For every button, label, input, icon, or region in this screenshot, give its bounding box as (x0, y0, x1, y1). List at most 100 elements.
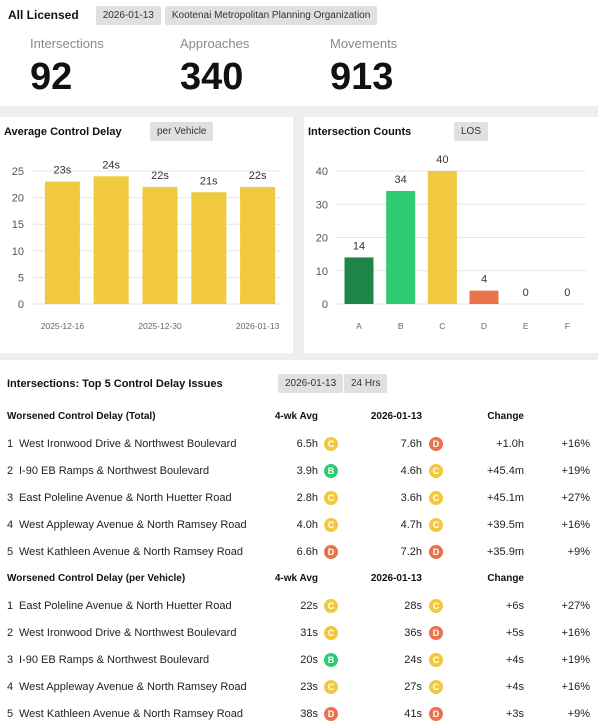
intersection-name[interactable]: I-90 EB Ramps & Northwest Boulevard (19, 465, 210, 477)
los-badge: C (429, 680, 443, 694)
table-range-chip[interactable]: 24 Hrs (344, 374, 388, 393)
avg-value: 2.8h (296, 492, 318, 504)
row-rank: 4 (7, 519, 14, 531)
los-badge: C (429, 464, 443, 478)
current-value: 7.6h (400, 438, 422, 450)
change-value: +45.4m (487, 465, 524, 477)
row-rank: 3 (7, 654, 14, 666)
current-value: 41s (404, 708, 422, 720)
y-tick-label: 0 (322, 299, 328, 311)
change-percent: +16% (561, 627, 590, 639)
avg-value: 20s (300, 654, 318, 666)
intersection-name[interactable]: East Poleline Avenue & North Huetter Roa… (19, 492, 232, 504)
intersection-name[interactable]: West Appleway Avenue & North Ramsey Road (19, 519, 247, 531)
stat-movements: Movements 913 (330, 36, 397, 97)
x-tick-label: 2025-12-16 (41, 321, 85, 331)
date-chip[interactable]: 2026-01-13 (95, 5, 161, 25)
counts-chart-title: Intersection Counts (308, 126, 412, 138)
los-badge: D (324, 707, 338, 721)
x-tick-label: 2025-12-30 (138, 321, 182, 331)
x-tick-label: 2026-01-13 (236, 321, 280, 331)
current-value: 36s (404, 627, 422, 639)
stat-value: 340 (180, 56, 244, 98)
y-tick-label: 0 (18, 299, 24, 311)
los-badge: C (429, 518, 443, 532)
stat-label: Movements (330, 36, 398, 51)
los-badge: C (324, 518, 338, 532)
intersection-name[interactable]: West Kathleen Avenue & North Ramsey Road (19, 708, 243, 720)
table-row[interactable]: 4 West Appleway Avenue & North Ramsey Roa… (0, 674, 598, 701)
y-tick-label: 10 (316, 266, 328, 278)
change-percent: +16% (561, 438, 590, 450)
change-percent: +9% (567, 708, 590, 720)
table-row[interactable]: 5 West Kathleen Avenue & North Ramsey Roa… (0, 539, 598, 566)
section-header: Worsened Control Delay (per Vehicle) 4-wk… (0, 566, 598, 593)
section-title: Worsened Control Delay (Total) (7, 411, 156, 422)
stat-value: 92 (30, 56, 73, 98)
current-value: 4.6h (400, 465, 422, 477)
x-tick-label: E (523, 321, 529, 331)
data-label: 0 (564, 287, 570, 299)
data-label: 24s (102, 159, 120, 171)
x-tick-label: D (481, 321, 487, 331)
col-date-header: 2026-01-13 (370, 411, 422, 422)
intersection-name[interactable]: West Ironwood Drive & Northwest Boulevar… (19, 627, 237, 639)
data-label: 23s (54, 165, 72, 177)
change-percent: +16% (561, 681, 590, 693)
table-row[interactable]: 3 East Poleline Avenue & North Huetter Ro… (0, 485, 598, 512)
stat-label: Intersections (30, 36, 104, 51)
los-badge: D (429, 707, 443, 721)
los-badge: C (324, 626, 338, 640)
stat-intersections: Intersections 92 (30, 36, 104, 97)
los-badge: C (429, 599, 443, 613)
y-tick-label: 20 (316, 233, 328, 245)
table-row[interactable]: 3 I-90 EB Ramps & Northwest Boulevard 20s B… (0, 647, 598, 674)
y-tick-label: 40 (316, 166, 328, 178)
change-percent: +27% (561, 492, 590, 504)
los-chip[interactable]: LOS (454, 122, 489, 141)
intersection-name[interactable]: West Kathleen Avenue & North Ramsey Road (19, 546, 243, 558)
table-row[interactable]: 2 West Ironwood Drive & Northwest Bouleva… (0, 620, 598, 647)
section-header: Worsened Control Delay (Total) 4-wk Avg 20… (0, 404, 598, 431)
los-badge: C (324, 437, 338, 451)
col-change-header: Change (487, 411, 524, 422)
top5-issues-panel: Intersections: Top 5 Control Delay Issue… (0, 360, 598, 728)
col-change-header: Change (487, 573, 524, 584)
x-tick-label: F (565, 321, 570, 331)
intersection-name[interactable]: East Poleline Avenue & North Huetter Roa… (19, 600, 232, 612)
data-label: 22s (249, 170, 267, 182)
current-value: 28s (404, 600, 422, 612)
change-percent: +16% (561, 519, 590, 531)
table-row[interactable]: 5 West Kathleen Avenue & North Ramsey Roa… (0, 701, 598, 728)
stat-approaches: Approaches 340 (180, 36, 249, 97)
section-title: Worsened Control Delay (per Vehicle) (7, 573, 186, 584)
page-title: All Licensed (8, 8, 79, 22)
intersection-name[interactable]: West Ironwood Drive & Northwest Boulevar… (19, 438, 237, 450)
row-rank: 3 (7, 492, 14, 504)
row-rank: 5 (7, 708, 14, 720)
y-tick-label: 10 (12, 246, 24, 258)
avg-value: 4.0h (296, 519, 318, 531)
los-badge: B (324, 653, 338, 667)
table-row[interactable]: 1 West Ironwood Drive & Northwest Bouleva… (0, 431, 598, 458)
per-vehicle-chip[interactable]: per Vehicle (150, 122, 214, 141)
current-value: 24s (404, 654, 422, 666)
x-tick-label: C (439, 321, 445, 331)
current-value: 27s (404, 681, 422, 693)
change-percent: +19% (561, 465, 590, 477)
table-row[interactable]: 2 I-90 EB Ramps & Northwest Boulevard 3.9h… (0, 458, 598, 485)
y-tick-label: 25 (12, 166, 24, 178)
y-tick-label: 15 (12, 219, 24, 231)
table-date-chip[interactable]: 2026-01-13 (278, 374, 344, 393)
bar (344, 257, 374, 304)
stat-value: 913 (330, 56, 394, 98)
org-chip[interactable]: Kootenai Metropolitan Planning Organizat… (164, 5, 378, 25)
col-avg-header: 4-wk Avg (274, 573, 318, 584)
intersection-name[interactable]: I-90 EB Ramps & Northwest Boulevard (19, 654, 210, 666)
table-title: Intersections: Top 5 Control Delay Issue… (7, 378, 223, 390)
los-badge: D (429, 545, 443, 559)
x-tick-label: A (356, 321, 362, 331)
table-row[interactable]: 1 East Poleline Avenue & North Huetter Ro… (0, 593, 598, 620)
table-row[interactable]: 4 West Appleway Avenue & North Ramsey Roa… (0, 512, 598, 539)
intersection-name[interactable]: West Appleway Avenue & North Ramsey Road (19, 681, 247, 693)
